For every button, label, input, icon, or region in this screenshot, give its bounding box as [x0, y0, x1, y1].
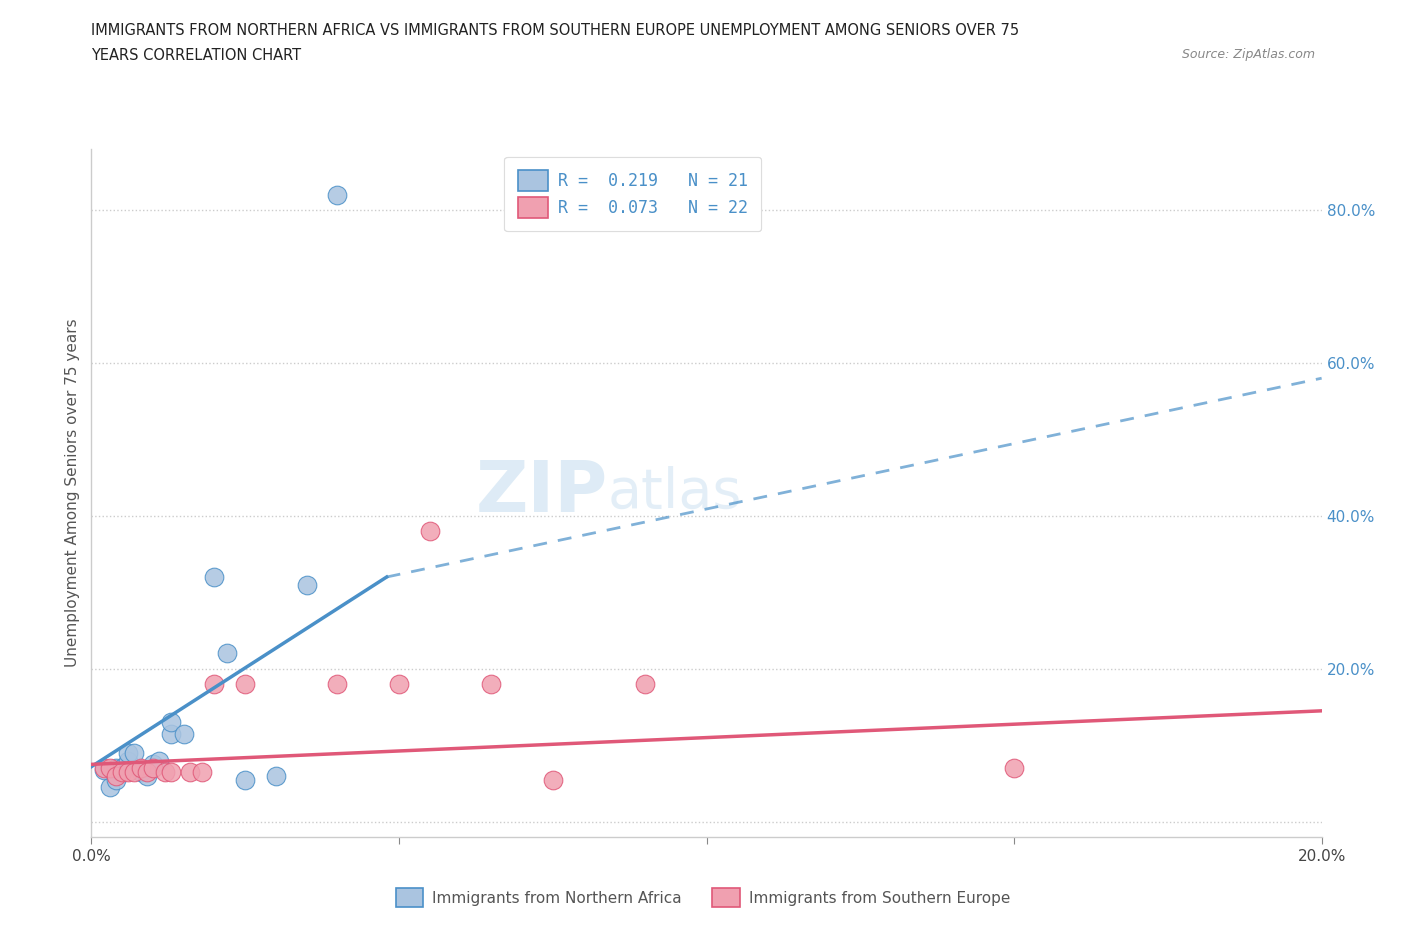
- Legend: R =  0.219   N = 21, R =  0.073   N = 22: R = 0.219 N = 21, R = 0.073 N = 22: [505, 157, 761, 232]
- Point: [111, 764, 134, 779]
- Point: [1002, 761, 1025, 776]
- Point: [117, 753, 139, 768]
- Point: [160, 715, 183, 730]
- Legend: Immigrants from Northern Africa, Immigrants from Southern Europe: Immigrants from Northern Africa, Immigra…: [389, 883, 1017, 913]
- Point: [105, 768, 127, 783]
- Point: [173, 726, 195, 741]
- Point: [202, 677, 225, 692]
- Point: [105, 761, 127, 776]
- Point: [153, 764, 177, 779]
- Point: [117, 746, 139, 761]
- Point: [191, 764, 214, 779]
- Point: [98, 780, 121, 795]
- Point: [142, 761, 165, 776]
- Text: YEARS CORRELATION CHART: YEARS CORRELATION CHART: [91, 48, 301, 63]
- Text: atlas: atlas: [607, 466, 742, 520]
- Point: [124, 746, 146, 761]
- Point: [634, 677, 657, 692]
- Text: IMMIGRANTS FROM NORTHERN AFRICA VS IMMIGRANTS FROM SOUTHERN EUROPE UNEMPLOYMENT : IMMIGRANTS FROM NORTHERN AFRICA VS IMMIG…: [91, 23, 1019, 38]
- Text: Source: ZipAtlas.com: Source: ZipAtlas.com: [1181, 48, 1315, 61]
- Point: [129, 761, 152, 776]
- Point: [160, 764, 183, 779]
- Point: [202, 569, 225, 584]
- Text: ZIP: ZIP: [475, 458, 607, 527]
- Point: [142, 757, 165, 772]
- Point: [326, 677, 349, 692]
- Point: [124, 764, 146, 779]
- Point: [264, 768, 287, 783]
- Point: [117, 764, 139, 779]
- Point: [135, 768, 157, 783]
- Point: [479, 677, 502, 692]
- Y-axis label: Unemployment Among Seniors over 75 years: Unemployment Among Seniors over 75 years: [65, 319, 80, 667]
- Point: [541, 772, 564, 787]
- Point: [98, 761, 121, 776]
- Point: [129, 764, 152, 779]
- Point: [93, 763, 115, 777]
- Point: [419, 524, 441, 538]
- Point: [295, 578, 318, 592]
- Point: [233, 677, 256, 692]
- Point: [93, 761, 115, 776]
- Point: [105, 772, 127, 787]
- Point: [111, 761, 134, 776]
- Point: [179, 764, 201, 779]
- Point: [326, 187, 349, 202]
- Point: [148, 753, 170, 768]
- Point: [388, 677, 411, 692]
- Point: [233, 772, 256, 787]
- Point: [215, 646, 238, 661]
- Point: [135, 764, 157, 779]
- Point: [160, 726, 183, 741]
